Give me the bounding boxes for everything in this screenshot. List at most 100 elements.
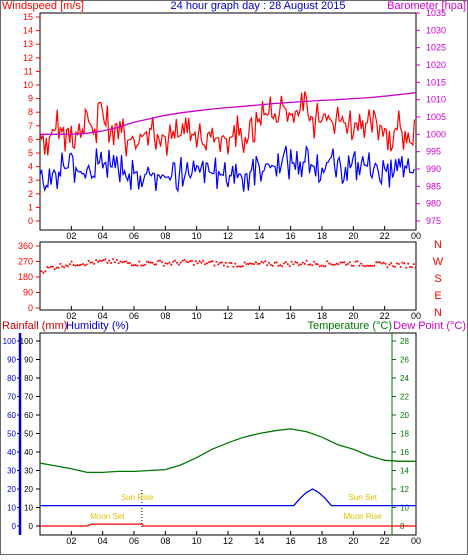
direction-point [373,264,376,267]
direction-point [367,264,370,267]
wind-tick-label: 13 [23,39,33,49]
temperature-tick-label: 12 [400,485,409,494]
direction-point [324,265,327,268]
direction-point [266,264,269,267]
direction-point [132,264,135,267]
direction-point [386,266,389,269]
x-tick-label: 10 [192,311,202,321]
x-tick-label: 02 [66,536,76,546]
wind-tick-label: 7 [28,121,33,131]
direction-point [172,260,175,263]
barometer-tick-label: 1010 [426,95,446,105]
series-rainfall [40,523,416,527]
x-tick-label: 16 [286,231,296,241]
direction-point [264,260,267,263]
direction-point [87,259,90,262]
direction-point [269,264,272,266]
direction-point [93,262,96,265]
direction-point [410,266,413,269]
direction-point [48,266,51,269]
direction-point [403,262,406,265]
direction-point [239,265,242,268]
x-tick-label: 20 [348,536,358,546]
x-tick-label: 04 [98,231,108,241]
direction-point [292,263,295,266]
direction-point [72,264,75,266]
direction-point [200,261,203,264]
rain-tick-label: 80 [24,374,33,383]
direction-tick-label: 0 [28,303,33,313]
direction-point [300,263,302,266]
direction-point [277,265,280,267]
direction-point [362,264,364,267]
compass-label: E [434,290,441,302]
direction-point [106,261,109,264]
direction-point [42,271,45,274]
barometer-tick-label: 1035 [426,8,446,18]
direction-point [369,264,372,267]
direction-point [345,263,348,266]
barometer-tick-label: 1020 [426,60,446,70]
humidity-axis-title: Humidity (%) [66,320,129,332]
x-tick-label: 00 [411,311,421,321]
direction-point [228,261,231,264]
direction-point [170,263,173,266]
direction-point [343,261,346,264]
direction-point [219,261,222,264]
direction-point [55,266,58,269]
direction-point [363,265,366,268]
direction-point [347,262,349,265]
direction-point [98,259,101,262]
moon-set-label: Moon Set [90,512,125,521]
direction-point [89,261,92,264]
direction-point [249,262,252,265]
direction-point [262,261,265,264]
direction-point [286,263,289,266]
sun-rise-label: Sun Rise [121,493,154,502]
direction-point [204,263,207,266]
direction-point [301,261,304,264]
humidity-tick-label: 10 [7,504,16,513]
x-tick-label: 18 [317,311,327,321]
direction-point [392,265,395,268]
temperature-axis-title: Temperature (°C) [308,320,392,332]
direction-point [213,264,216,267]
direction-point [194,260,197,263]
direction-point [40,270,43,273]
direction-tick-label: 360 [18,241,33,251]
direction-point [160,261,163,264]
direction-point [168,261,171,264]
direction-point [155,263,158,266]
x-tick-label: 14 [254,231,264,241]
direction-point [198,260,201,263]
direction-point [63,266,66,269]
direction-point [371,264,374,267]
direction-point [254,261,257,264]
direction-point [85,263,88,266]
direction-point [251,262,254,265]
series-temperature [39,428,416,474]
barometer-tick-label: 980 [426,199,441,209]
direction-point [360,262,363,265]
direction-point [147,261,150,264]
direction-point [224,261,227,264]
direction-point [187,261,190,264]
rain-tick-label: 20 [24,485,33,494]
direction-point [174,259,176,262]
direction-point [70,260,73,263]
x-tick-label: 00 [411,231,421,241]
direction-point [112,258,114,261]
direction-point [281,265,284,268]
x-tick-label: 18 [317,231,327,241]
barometer-tick-label: 1000 [426,129,446,139]
compass-label: N [434,239,442,251]
x-tick-label: 04 [98,536,108,546]
direction-point [236,265,239,268]
direction-point [136,264,139,267]
wind-tick-label: 3 [28,175,33,185]
panel-direction-frame [39,241,417,311]
direction-tick-label: 90 [23,288,33,298]
barometer-axis-title: Barometer [hpa] [387,0,466,12]
direction-point [352,264,355,267]
x-tick-label: 20 [348,231,358,241]
